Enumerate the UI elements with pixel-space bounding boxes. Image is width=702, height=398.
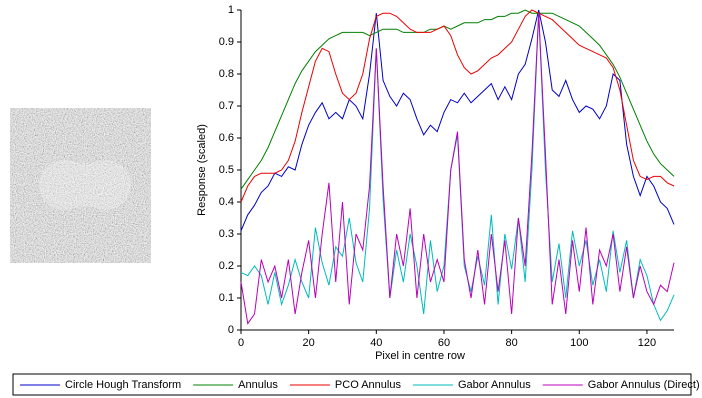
figure: Response (scaled) Pixel in centre row 00…: [0, 0, 702, 398]
y-axis-label: Response (scaled): [196, 124, 208, 216]
x-tick-label: 0: [238, 337, 244, 349]
legend-label: Gabor Annulus: [458, 379, 531, 391]
y-tick-label: 0.2: [219, 260, 234, 272]
y-tick-label: 0.7: [219, 100, 234, 112]
y-tick-label: 0.4: [219, 196, 234, 208]
legend-label: Gabor Annulus (Direct): [588, 379, 700, 391]
y-tick-label: 0.3: [219, 228, 234, 240]
y-tick-label: 0.1: [219, 292, 234, 304]
x-tick-label: 100: [570, 337, 588, 349]
x-tick-label: 120: [638, 337, 656, 349]
series-line: [241, 10, 674, 189]
x-tick-label: 20: [303, 337, 315, 349]
series-line: [241, 10, 674, 202]
series-line: [241, 10, 674, 231]
sample-image: [10, 108, 151, 263]
y-tick-label: 1: [228, 4, 234, 16]
y-tick-label: 0.9: [219, 36, 234, 48]
y-tick-label: 0.6: [219, 132, 234, 144]
y-tick-label: 0.5: [219, 164, 234, 176]
legend-label: PCO Annulus: [335, 379, 402, 391]
x-axis-label: Pixel in centre row: [375, 350, 465, 362]
legend-label: Annulus: [238, 379, 278, 391]
series-line: [241, 13, 674, 323]
x-tick-label: 80: [506, 337, 518, 349]
x-tick-label: 40: [370, 337, 382, 349]
y-tick-label: 0: [228, 324, 234, 336]
y-tick-label: 0.8: [219, 68, 234, 80]
x-tick-label: 60: [438, 337, 450, 349]
legend-label: Circle Hough Transform: [65, 379, 181, 391]
